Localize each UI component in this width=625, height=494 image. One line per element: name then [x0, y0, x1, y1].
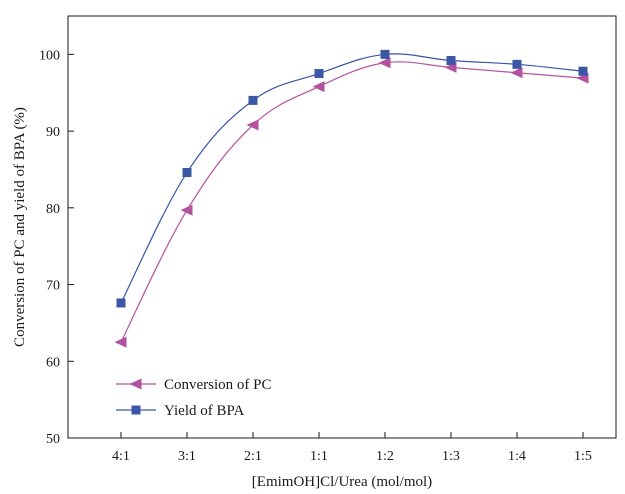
square-marker	[117, 298, 126, 307]
square-marker	[183, 168, 192, 177]
x-tick-label: 3:1	[178, 449, 196, 464]
plot-area	[68, 16, 616, 438]
square-marker	[249, 96, 258, 105]
y-tick-label: 100	[39, 48, 60, 63]
legend-label: Yield of BPA	[164, 403, 244, 419]
y-tick-label: 80	[46, 202, 60, 217]
square-marker	[579, 67, 588, 76]
square-marker	[513, 60, 522, 69]
x-tick-label: 1:5	[574, 449, 592, 464]
x-tick-label: 2:1	[244, 449, 262, 464]
legend-label: Conversion of PC	[164, 377, 272, 393]
y-tick-label: 60	[46, 355, 60, 370]
square-marker	[381, 50, 390, 59]
square-marker	[447, 56, 456, 65]
y-tick-label: 70	[46, 279, 60, 294]
x-tick-label: 1:4	[508, 449, 526, 464]
x-tick-label: 1:1	[310, 449, 328, 464]
y-axis-title: Conversion of PC and yield of BPA (%)	[12, 107, 28, 347]
y-tick-label: 50	[46, 432, 60, 447]
x-tick-label: 1:3	[442, 449, 460, 464]
square-marker	[132, 406, 141, 415]
square-marker	[315, 69, 324, 78]
x-tick-label: 1:2	[376, 449, 394, 464]
x-tick-label: 4:1	[112, 449, 130, 464]
y-tick-label: 90	[46, 125, 60, 140]
x-axis-title: [EmimOH]Cl/Urea (mol/mol)	[252, 474, 432, 490]
